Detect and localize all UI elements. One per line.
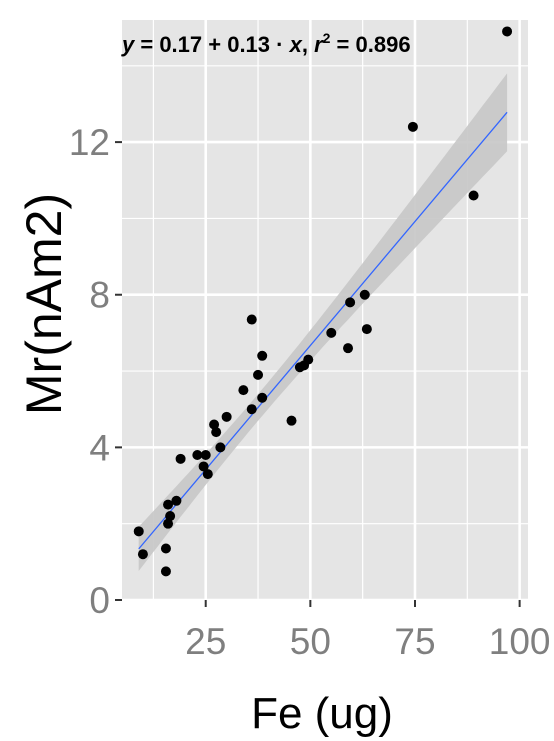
x-axis-ticks: 25 50 75 100 <box>185 600 550 662</box>
data-point <box>257 350 268 361</box>
data-point <box>238 385 249 396</box>
data-point <box>198 461 209 472</box>
x-tick-label: 50 <box>290 621 331 662</box>
y-tick-label: 0 <box>89 580 110 621</box>
data-point <box>215 442 226 453</box>
data-point <box>343 343 354 354</box>
data-point <box>133 526 144 537</box>
data-point <box>163 499 174 510</box>
regression-equation: y = 0.17 + 0.13 · x, r2 = 0.896 <box>121 30 411 57</box>
data-point <box>171 495 182 506</box>
confidence-band <box>138 73 508 572</box>
data-point <box>165 511 176 522</box>
data-point <box>200 450 211 460</box>
data-point <box>163 518 174 529</box>
data-point <box>246 404 257 415</box>
major-gridlines <box>122 20 528 602</box>
data-point <box>192 450 203 460</box>
data-point <box>209 419 220 430</box>
x-tick-label: 100 <box>489 621 551 662</box>
data-point <box>211 427 222 438</box>
data-point <box>502 26 513 37</box>
y-axis-ticks: 0 4 8 12 <box>69 122 122 621</box>
data-point <box>468 190 479 201</box>
data-point <box>407 121 418 132</box>
data-point <box>175 453 186 464</box>
x-axis-title: Fe (ug) <box>251 689 393 738</box>
data-point <box>345 297 356 308</box>
x-tick-label: 25 <box>185 621 226 662</box>
x-tick-label: 75 <box>394 621 435 662</box>
data-point <box>202 469 213 480</box>
data-point <box>286 415 297 426</box>
data-point <box>253 369 264 380</box>
data-point <box>257 392 268 403</box>
y-tick-label: 8 <box>89 275 110 316</box>
minor-gridlines <box>122 20 528 600</box>
data-point <box>361 324 372 335</box>
regression-line <box>138 111 508 550</box>
y-axis-title: Mr(nAm2) <box>16 193 72 415</box>
data-point <box>246 314 257 325</box>
data-point <box>303 354 314 365</box>
data-point <box>160 543 171 554</box>
data-point <box>326 327 337 338</box>
data-point <box>359 289 370 300</box>
data-point <box>160 566 171 577</box>
data-point <box>137 549 148 560</box>
data-point <box>221 411 232 422</box>
data-points <box>133 26 513 577</box>
y-tick-label: 4 <box>89 427 110 468</box>
y-tick-label: 12 <box>69 122 110 163</box>
